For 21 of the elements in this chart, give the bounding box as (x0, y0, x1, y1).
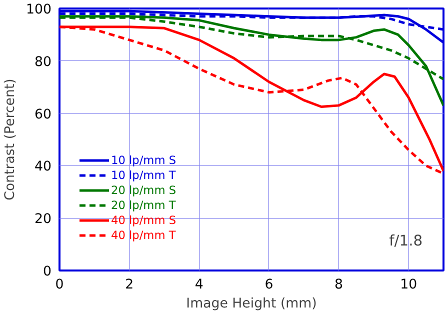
legend-label: 10 lp/mm S (111, 153, 176, 167)
y-tick-label: 40 (34, 160, 52, 175)
y-axis-title: Contrast (Percent) (3, 78, 18, 200)
y-tick-label: 100 (26, 2, 52, 18)
legend-label: 20 lp/mm T (111, 198, 176, 212)
annotation: f/1.8 (389, 232, 423, 250)
legend-label: 10 lp/mm T (111, 168, 176, 182)
x-tick-label: 2 (125, 278, 134, 292)
y-tick-label: 0 (43, 264, 52, 280)
x-tick-label: 8 (334, 278, 344, 292)
y-tick-label: 80 (34, 54, 52, 70)
x-tick-label: 4 (194, 278, 204, 292)
x-axis-title: Image Height (mm) (186, 296, 317, 312)
x-tick-label: 10 (400, 278, 418, 292)
legend-label: 40 lp/mm S (111, 213, 176, 227)
legend-label: 20 lp/mm S (111, 183, 176, 197)
x-tick-label: 6 (264, 278, 274, 292)
y-tick-label: 20 (34, 212, 52, 228)
x-tick-label: 0 (55, 278, 64, 292)
y-tick-label: 60 (34, 107, 52, 122)
legend-label: 40 lp/mm T (111, 228, 176, 242)
